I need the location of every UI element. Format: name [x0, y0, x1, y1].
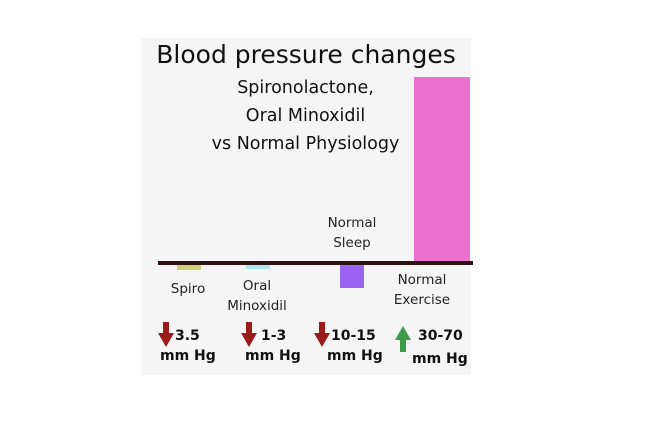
category-label-spiro: Spiro [170, 281, 206, 297]
arrow-down-normal-sleep-icon [314, 322, 330, 347]
category-label-normal-exercise: Normal Exercise [393, 272, 451, 308]
delta-value-normal-sleep: 10-15 [331, 328, 376, 344]
chart-subtitle-line-1: Spironolactone, [237, 78, 374, 98]
delta-value-normal-exercise: 30-70 [418, 328, 463, 344]
bar-normal-sleep [340, 263, 364, 288]
chart-subtitle-line-3: vs Normal Physiology [211, 134, 400, 154]
delta-unit-normal-sleep: mm Hg [327, 348, 383, 364]
arrow-down-oral-minoxidil-icon [241, 322, 257, 347]
delta-unit-normal-exercise: mm Hg [412, 351, 468, 367]
delta-value-oral-minoxidil: 1-3 [261, 328, 287, 344]
bar-normal-exercise [414, 77, 470, 263]
bar-oral-minoxidil [246, 263, 270, 269]
delta-value-spiro: 3.5 [175, 328, 200, 344]
category-label-normal-sleep: Normal Sleep [327, 215, 377, 251]
bar-spiro [177, 263, 201, 270]
chart-subtitle-line-2: Oral Minoxidil [245, 106, 366, 126]
arrow-up-normal-exercise-icon [395, 326, 411, 352]
delta-unit-oral-minoxidil: mm Hg [245, 348, 301, 364]
chart-title: Blood pressure changes [156, 40, 456, 69]
category-label-oral-minoxidil: Oral Minoxidil [227, 278, 287, 314]
delta-unit-spiro: mm Hg [160, 348, 216, 364]
arrow-down-spiro-icon [158, 322, 174, 347]
